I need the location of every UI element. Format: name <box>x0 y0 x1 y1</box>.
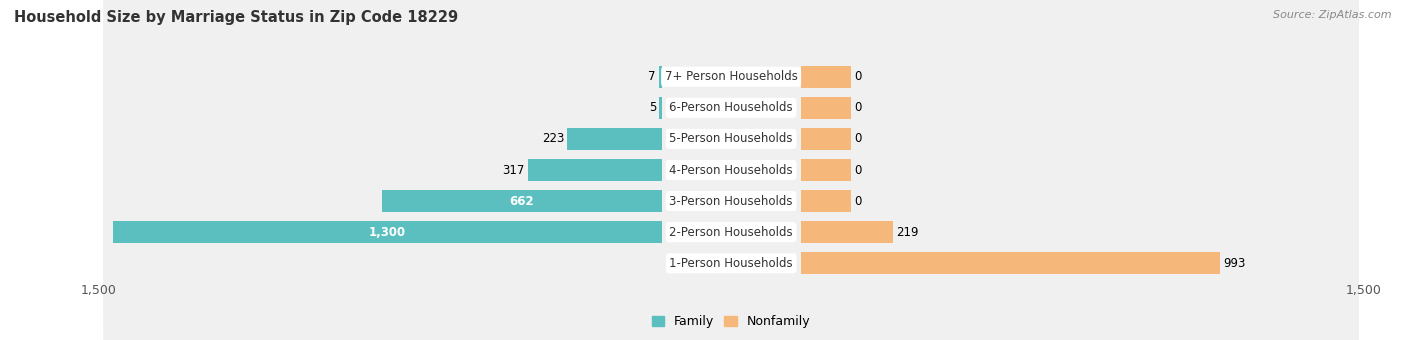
Text: 6-Person Households: 6-Person Households <box>669 101 793 114</box>
Text: 0: 0 <box>855 194 862 208</box>
Bar <box>659 97 661 119</box>
FancyBboxPatch shape <box>104 0 1358 340</box>
Text: 3-Person Households: 3-Person Households <box>669 194 793 208</box>
Legend: Family, Nonfamily: Family, Nonfamily <box>647 310 815 334</box>
Text: 1,300: 1,300 <box>368 226 406 239</box>
Text: 662: 662 <box>509 194 534 208</box>
Text: 0: 0 <box>855 101 862 114</box>
Text: 223: 223 <box>541 132 564 146</box>
FancyBboxPatch shape <box>104 0 1358 340</box>
Text: 219: 219 <box>897 226 920 239</box>
Bar <box>658 66 661 88</box>
Text: 1-Person Households: 1-Person Households <box>669 257 793 270</box>
Text: 2-Person Households: 2-Person Households <box>669 226 793 239</box>
Text: 0: 0 <box>855 132 862 146</box>
Bar <box>568 128 661 150</box>
FancyBboxPatch shape <box>104 0 1358 340</box>
FancyBboxPatch shape <box>104 0 1358 340</box>
Text: 4-Person Households: 4-Person Households <box>669 164 793 176</box>
FancyBboxPatch shape <box>104 0 1358 340</box>
Bar <box>800 252 1219 274</box>
Bar <box>800 128 851 150</box>
Bar <box>800 190 851 212</box>
Bar <box>800 221 893 243</box>
Text: Household Size by Marriage Status in Zip Code 18229: Household Size by Marriage Status in Zip… <box>14 10 458 25</box>
FancyBboxPatch shape <box>104 0 1358 340</box>
Bar <box>112 221 661 243</box>
Text: 5: 5 <box>648 101 657 114</box>
Bar <box>800 66 851 88</box>
Text: 0: 0 <box>855 70 862 83</box>
Bar <box>800 97 851 119</box>
Text: 5-Person Households: 5-Person Households <box>669 132 793 146</box>
Bar <box>800 159 851 181</box>
Text: 7: 7 <box>648 70 655 83</box>
Text: 993: 993 <box>1223 257 1246 270</box>
Text: 317: 317 <box>502 164 524 176</box>
Text: 0: 0 <box>855 164 862 176</box>
Bar <box>382 190 661 212</box>
Text: Source: ZipAtlas.com: Source: ZipAtlas.com <box>1274 10 1392 20</box>
FancyBboxPatch shape <box>104 0 1358 340</box>
Bar <box>527 159 661 181</box>
Text: 7+ Person Households: 7+ Person Households <box>665 70 797 83</box>
